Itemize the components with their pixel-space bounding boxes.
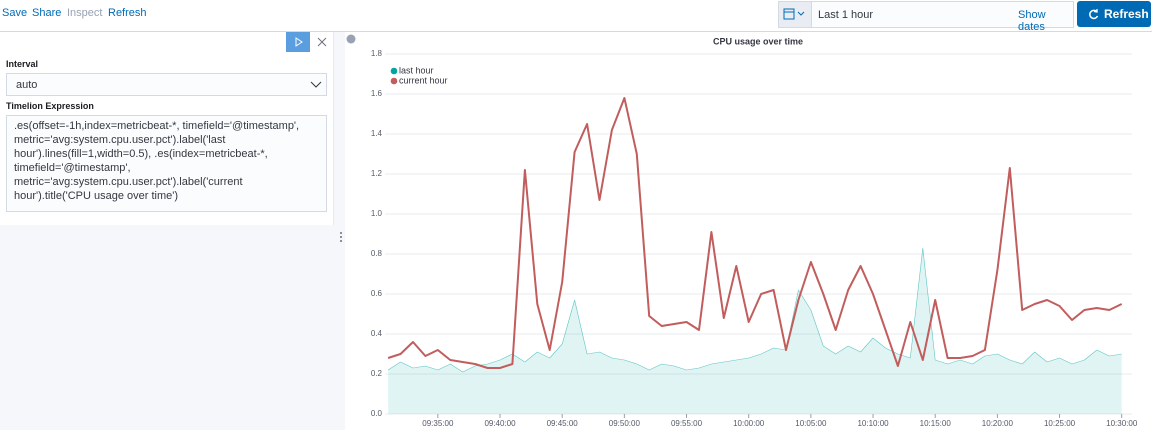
x-tick-label: 10:05:00	[795, 419, 827, 428]
expression-input[interactable]: .es(offset=-1h,index=metricbeat-*, timef…	[6, 115, 327, 212]
share-link[interactable]: Share	[32, 7, 62, 19]
quick-menu[interactable]	[779, 2, 812, 27]
x-tick-label: 09:45:00	[547, 419, 579, 428]
inspect-link[interactable]: Inspect	[67, 7, 103, 19]
legend-label: current hour	[399, 75, 448, 85]
y-tick-label: 1.2	[371, 169, 383, 178]
y-tick-label: 1.8	[371, 49, 383, 58]
legend-label: last hour	[399, 65, 434, 75]
top-nav: Save Share Inspect Refresh Last 1 hour S…	[0, 0, 1152, 33]
run-button[interactable]	[286, 32, 310, 52]
chart: CPU usage over time 0.0 0.2 0.4 0.6 0.8 1.0 1.…	[346, 34, 1138, 428]
x-tick-label: 10:20:00	[982, 419, 1014, 428]
x-tick-label: 09:40:00	[484, 419, 516, 428]
x-tick-label: 10:00:00	[733, 419, 765, 428]
interval-value: auto	[16, 79, 38, 91]
show-dates[interactable]: Show dates	[1018, 9, 1046, 33]
date-picker: Last 1 hour Show dates	[778, 1, 1074, 33]
x-tick-label: 10:15:00	[920, 419, 952, 428]
x-tick-label: 10:10:00	[857, 419, 889, 428]
x-tick-label: 10:30:00	[1106, 419, 1138, 428]
y-tick-label: 0.8	[371, 249, 383, 258]
x-tick-label: 09:50:00	[609, 419, 641, 428]
legend-marker	[390, 67, 398, 75]
y-tick-label: 0.2	[371, 369, 383, 378]
play-icon	[295, 37, 303, 47]
save-link[interactable]: Save	[2, 7, 28, 19]
expression-label: Timelion Expression	[6, 101, 94, 111]
refresh-label: Refresh	[1104, 7, 1149, 21]
refresh-button[interactable]: Refresh	[1077, 1, 1151, 27]
refresh-icon	[1089, 9, 1099, 20]
y-tick-label: 1.6	[371, 89, 383, 98]
series-line	[387, 97, 1123, 369]
refresh-link[interactable]: Refresh	[108, 7, 147, 19]
chart-title: CPU usage over time	[713, 36, 803, 46]
collapse-icon[interactable]	[346, 34, 356, 44]
calendar-icon	[783, 8, 805, 20]
close-icon[interactable]	[316, 36, 328, 48]
date-range[interactable]: Last 1 hour	[818, 9, 874, 21]
series-line	[387, 247, 1122, 373]
interval-select[interactable]: auto	[6, 73, 327, 96]
x-tick-label: 09:35:00	[422, 419, 454, 428]
y-tick-label: 1.4	[371, 129, 383, 138]
y-tick-label: 0.4	[371, 329, 383, 338]
chevron	[310, 81, 322, 88]
y-tick-label: 0.0	[371, 409, 383, 418]
x-tick-label: 10:25:00	[1044, 419, 1076, 428]
y-tick-label: 0.6	[371, 289, 383, 298]
legend-marker	[390, 77, 398, 85]
y-tick-label: 1.0	[371, 209, 383, 218]
resize-handle[interactable]	[337, 230, 345, 244]
interval-label: Interval	[6, 59, 39, 69]
x-tick-label: 09:55:00	[671, 419, 703, 428]
series-area	[388, 248, 1122, 414]
